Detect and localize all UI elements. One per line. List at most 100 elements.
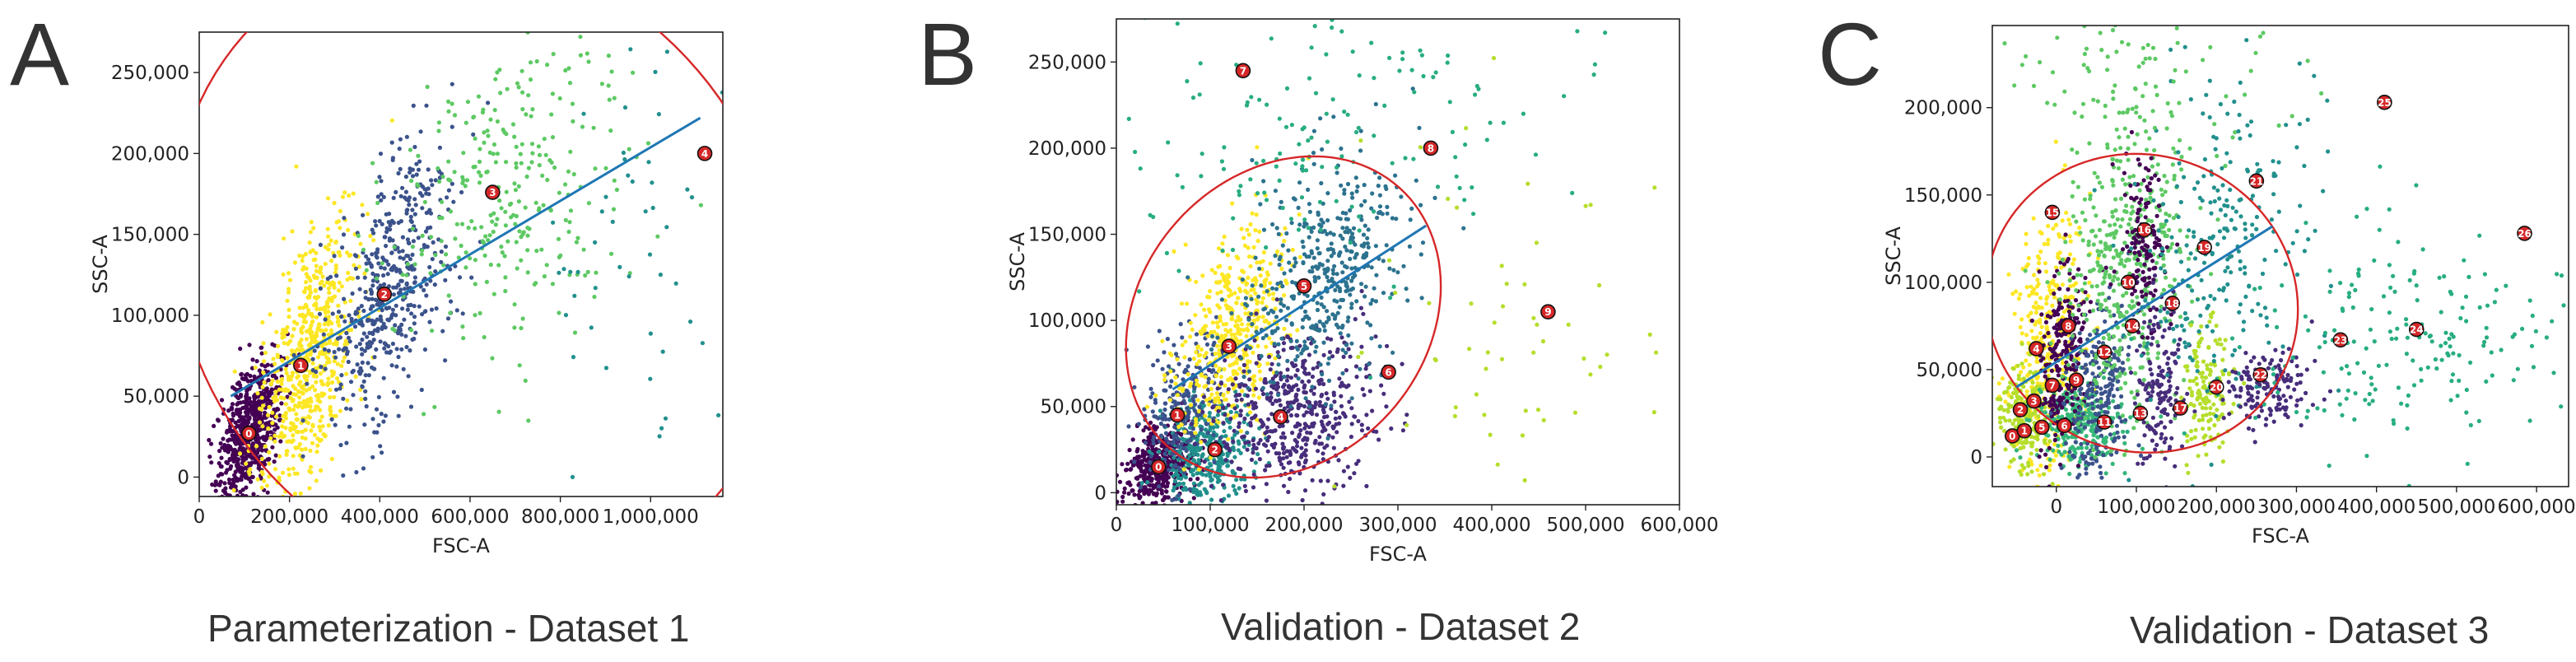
data-point (404, 273, 409, 277)
data-point (313, 388, 318, 393)
data-point (1295, 328, 1300, 333)
data-point (1236, 315, 1241, 319)
centroid-dot (1169, 407, 1186, 423)
data-point (337, 323, 342, 328)
data-point (1165, 483, 1170, 489)
data-point (1283, 318, 1289, 323)
data-point (375, 194, 380, 199)
data-point (1211, 368, 1216, 373)
data-point (1376, 184, 1381, 189)
data-point (388, 349, 394, 354)
data-point (1305, 437, 1310, 442)
data-point (281, 272, 286, 277)
data-point (359, 397, 364, 402)
data-point (476, 94, 482, 99)
data-point (1285, 374, 1290, 379)
data-point (1296, 227, 1302, 232)
data-point (401, 366, 406, 371)
data-point (280, 435, 285, 440)
data-point (1407, 244, 1412, 249)
data-point (1221, 405, 1226, 410)
data-point (318, 408, 323, 413)
data-point (1388, 296, 1393, 301)
data-point (1367, 375, 1373, 380)
data-point (1213, 373, 1218, 378)
data-point (1326, 378, 1332, 383)
data-point (1242, 243, 1247, 248)
data-point (1334, 422, 1339, 427)
data-point (1350, 231, 1355, 236)
data-point (1321, 425, 1326, 430)
data-point (1404, 287, 1409, 291)
y-tick-label: 0 (1094, 483, 1106, 504)
data-point (306, 308, 311, 313)
data-point (1597, 282, 1602, 288)
data-point (1286, 460, 1291, 465)
data-point (232, 369, 237, 374)
data-point (1170, 451, 1175, 456)
data-point (1446, 53, 1451, 58)
data-point (398, 166, 403, 171)
data-point (439, 259, 444, 264)
data-point (1282, 382, 1287, 387)
data-point (1164, 447, 1169, 452)
data-point (1350, 275, 1356, 280)
data-point (1338, 384, 1343, 389)
data-point (291, 466, 296, 471)
data-point (370, 417, 375, 422)
data-point (333, 387, 339, 392)
data-point (358, 366, 363, 371)
data-point (318, 371, 323, 376)
data-point (525, 248, 530, 253)
data-point (235, 423, 240, 428)
data-point (331, 282, 336, 287)
data-point (1332, 399, 1337, 404)
data-point (1151, 484, 1156, 489)
data-point (1294, 338, 1299, 343)
data-point (293, 445, 298, 450)
data-point (1244, 352, 1249, 357)
data-point (1162, 451, 1167, 457)
data-point (1319, 419, 1324, 424)
data-point (507, 202, 513, 207)
data-point (1605, 352, 1609, 357)
data-point (1153, 398, 1158, 403)
y-tick-label: 200,000 (111, 143, 189, 165)
data-point (1248, 177, 1253, 182)
data-point (1305, 399, 1310, 404)
data-point (1359, 288, 1364, 294)
data-point (1194, 350, 1199, 355)
data-point (1278, 151, 1283, 156)
data-point (259, 407, 264, 412)
data-point (1170, 497, 1175, 503)
data-point (1411, 156, 1416, 161)
data-point (1328, 246, 1334, 251)
data-point (1279, 377, 1283, 382)
data-point (1225, 253, 1230, 258)
data-point (1243, 441, 1248, 445)
data-point (354, 469, 359, 475)
data-point (1358, 366, 1363, 371)
data-point (1273, 428, 1278, 433)
data-point (1142, 492, 1147, 496)
data-point (622, 105, 628, 110)
data-point (411, 103, 416, 108)
data-point (279, 387, 284, 392)
data-point (1321, 410, 1326, 415)
data-point (1361, 311, 1366, 316)
data-point (436, 179, 442, 184)
data-point (249, 479, 254, 484)
data-point (1307, 316, 1311, 321)
data-point (1364, 483, 1369, 489)
data-point (1219, 297, 1224, 302)
data-point (1374, 429, 1379, 434)
data-point (516, 199, 522, 204)
data-point (353, 374, 358, 380)
y-tick-label: 200,000 (1028, 138, 1106, 160)
data-point (1265, 425, 1269, 430)
data-point (1279, 301, 1283, 306)
data-point (550, 135, 556, 140)
data-point (222, 523, 226, 527)
data-point (213, 488, 218, 493)
